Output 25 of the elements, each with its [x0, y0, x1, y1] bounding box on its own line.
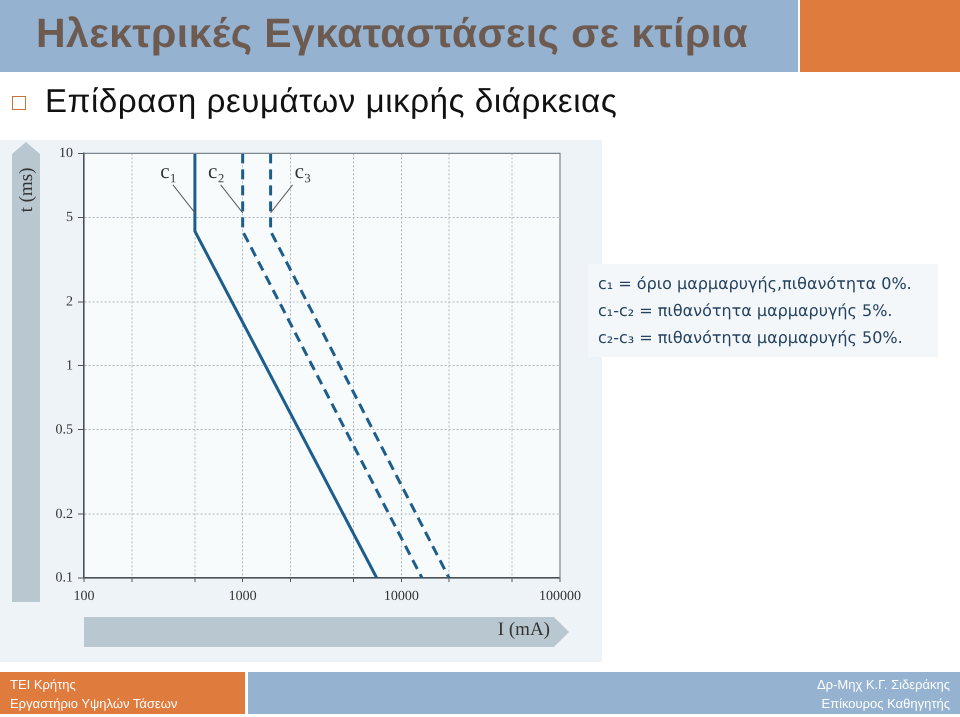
- text: Εργαστήριο Υψηλών Τάσεων: [10, 695, 178, 713]
- text: c₂-c₃ = πιθανότητα μαρμαρυγής 50%.: [598, 327, 904, 349]
- chart-title: Ηλεκτρικές Εγκαταστάσεις σε κτίρια: [36, 10, 748, 57]
- chart-subtitle: Επίδραση ρευμάτων μικρής διάρκειας: [45, 82, 618, 120]
- text: Δρ-Μηχ Κ.Γ. Σιδεράκης: [816, 676, 950, 694]
- text: Επίκουρος Καθηγητής: [820, 695, 950, 713]
- x-tick-label: 1000: [228, 589, 257, 604]
- y-tick-label: 0.5: [56, 422, 73, 438]
- x-tick-label: 10000: [384, 589, 419, 604]
- y-axis-title: t (ms): [16, 168, 38, 212]
- text: ΤΕΙ Κρήτης: [10, 676, 77, 694]
- text: c₁ = όριο μαρμαρυγής,πιθανότητα 0%.: [598, 273, 913, 295]
- series-label: c₂: [208, 158, 225, 183]
- y-tick-label: 1: [66, 358, 73, 374]
- x-axis-title: I (mA): [498, 619, 550, 641]
- series-label: c₃: [294, 158, 312, 183]
- series-label: c₁: [160, 158, 177, 183]
- y-tick-label: 5: [66, 210, 73, 225]
- y-tick-label: 2: [66, 294, 73, 310]
- text: c₁-c₂ = πιθανότητα μαρμαρυγής 5%.: [598, 300, 894, 322]
- y-tick-label: 10: [59, 146, 73, 162]
- x-tick-label: 100000: [539, 589, 581, 604]
- x-tick-label: 100: [74, 589, 94, 604]
- y-tick-label: 0.2: [56, 506, 73, 522]
- y-tick-label: 0.1: [56, 570, 73, 586]
